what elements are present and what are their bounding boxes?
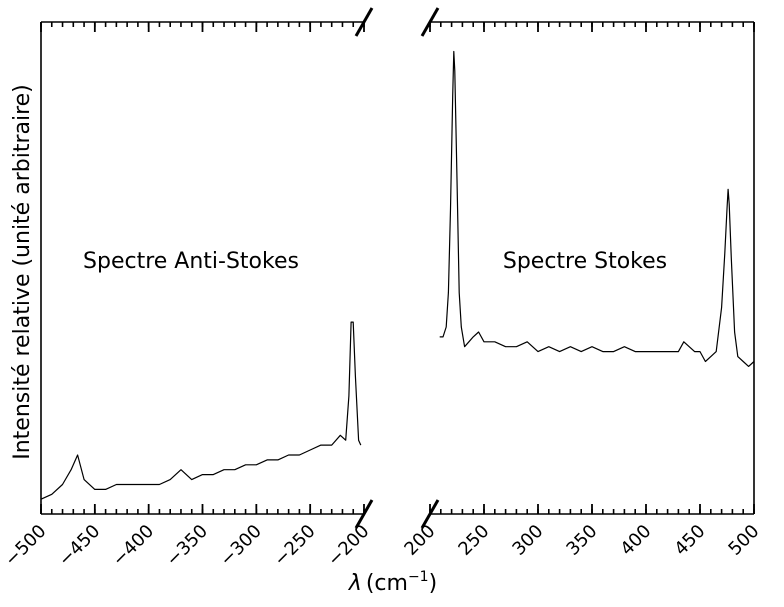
- axis-break-mark: [420, 499, 440, 529]
- anti-stokes-tick-label: −400: [108, 521, 158, 571]
- axis-break-mark: [420, 7, 440, 37]
- stokes-tick-label: 250: [454, 521, 493, 560]
- stokes-tick-label: 200: [400, 521, 439, 560]
- y-axis-title: Intensité relative (unité arbitraire): [10, 84, 35, 460]
- x-axis-title-unit: (cm: [366, 571, 408, 596]
- x-axis-title-symbol: λ: [348, 571, 362, 596]
- anti-stokes-annotation: Spectre Anti-Stokes: [83, 249, 299, 274]
- axis-break-mark: [354, 499, 374, 529]
- x-axis-title-close: ): [429, 571, 438, 596]
- anti-stokes-tick-label: −350: [162, 521, 212, 571]
- stokes-spectrum-line: [439, 50, 755, 367]
- anti-stokes-tick-label: −450: [55, 521, 105, 571]
- stokes-tick-label: 450: [670, 521, 709, 560]
- anti-stokes-tick-label: −300: [216, 521, 266, 571]
- stokes-tick-label: 350: [562, 521, 601, 560]
- x-axis-title: λ (cm−1): [348, 569, 437, 596]
- stokes-tick-label: 400: [616, 521, 655, 560]
- anti-stokes-tick-label: −250: [270, 521, 320, 571]
- anti-stokes-tick-label: −200: [324, 521, 374, 571]
- stokes-tick-label: 500: [724, 521, 763, 560]
- stokes-tick-label: 300: [508, 521, 547, 560]
- anti-stokes-panel: −500 −450 −400 −350 −300 −250 −200 Spectre Anti…: [1, 21, 374, 571]
- anti-stokes-tick-label: −500: [1, 521, 51, 571]
- stokes-annotation: Spectre Stokes: [503, 249, 667, 274]
- anti-stokes-spectrum-line: [40, 321, 362, 500]
- axis-break-marks: [354, 7, 440, 529]
- x-axis-title-exponent: −1: [408, 569, 429, 585]
- stokes-panel: 200 250 300 350 400 450 500 Spectre Stokes: [400, 21, 764, 560]
- axis-break-mark: [354, 7, 374, 37]
